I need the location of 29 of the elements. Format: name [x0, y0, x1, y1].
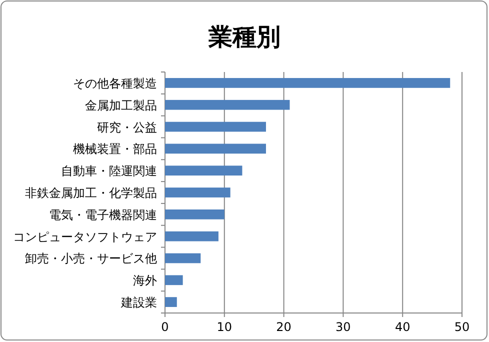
bar: [165, 122, 266, 132]
x-tick-label: 50: [454, 320, 470, 334]
y-tick-label: 電気・電子機器関連: [49, 208, 157, 222]
bar: [165, 100, 290, 110]
chart-title: 業種別: [208, 23, 280, 51]
bar: [165, 231, 218, 242]
y-tick-label: 金属加工製品: [85, 98, 157, 112]
y-tick-label: 非鉄金属加工・化学製品: [25, 186, 157, 200]
bar: [165, 188, 230, 198]
y-tick-label: 機械装置・部品: [73, 142, 157, 156]
y-tick-label: 研究・公益: [97, 120, 157, 134]
y-tick-label: 海外: [133, 274, 157, 288]
bar: [165, 275, 183, 286]
x-tick-label: 10: [216, 320, 232, 334]
bar: [165, 144, 266, 154]
y-tick-label: 自動車・陸運関連: [61, 164, 157, 178]
bar: [165, 297, 177, 307]
x-tick-label: 0: [161, 320, 169, 334]
bar: [165, 253, 201, 264]
bar: [165, 166, 242, 176]
bar: [165, 78, 450, 88]
y-tick-label: 卸売・小売・サービス他: [25, 252, 157, 266]
x-tick-label: 20: [276, 320, 292, 334]
x-tick-label: 40: [394, 320, 410, 334]
x-tick-label: 30: [336, 320, 351, 334]
y-tick-label: 建設業: [120, 296, 157, 310]
y-tick-label: その他各種製造: [73, 76, 157, 90]
bar: [165, 209, 224, 220]
y-tick-label: コンピュータソフトウェア: [13, 230, 157, 244]
